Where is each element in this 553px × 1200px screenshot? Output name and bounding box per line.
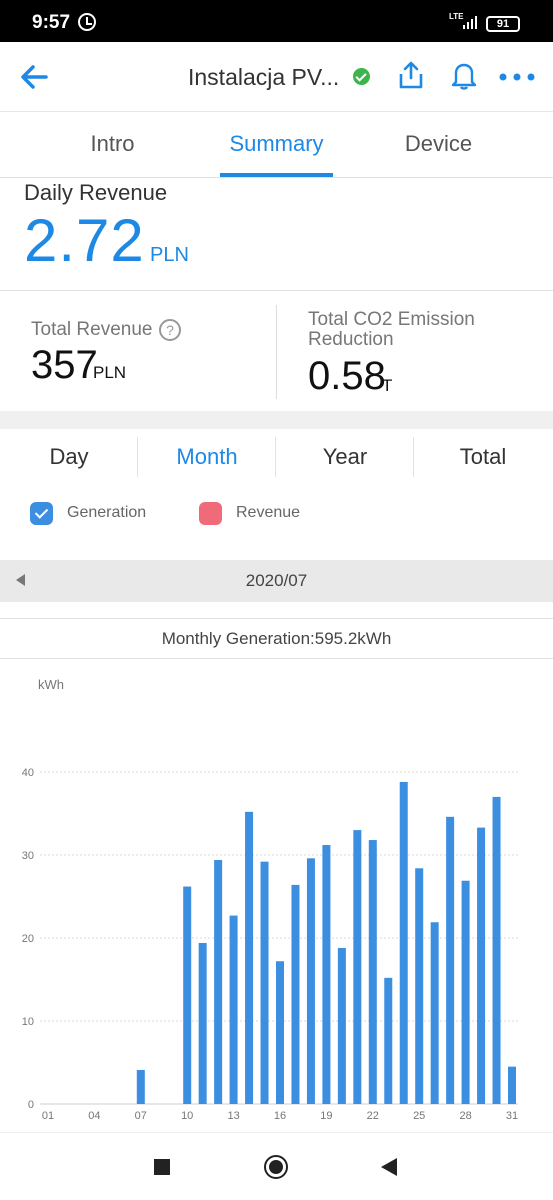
share-icon[interactable]: [397, 60, 425, 90]
total-revenue-label: Total Revenue: [31, 319, 153, 340]
bar: [492, 796, 501, 1104]
divider: [137, 437, 138, 477]
bar: [291, 884, 300, 1104]
x-tick-label: 25: [413, 1110, 425, 1122]
daily-revenue-unit: PLN: [150, 244, 189, 266]
generation-chart: kWh 0 10 20 30 40 01 04 07 10 13 16 19 22 25 28 31: [22, 677, 518, 1122]
total-revenue-value: 357: [31, 343, 98, 387]
y-tick-label: 0: [28, 1099, 34, 1111]
tab-indicator: [220, 173, 333, 177]
bar: [461, 880, 470, 1104]
bar: [399, 781, 408, 1104]
x-tick-label: 22: [367, 1110, 379, 1122]
tab-bar: Intro Summary Device: [0, 112, 553, 178]
section-gap: [0, 602, 553, 618]
more-icon[interactable]: [498, 72, 536, 82]
bar: [229, 915, 238, 1104]
x-tick-label: 01: [42, 1110, 54, 1122]
bar: [384, 977, 393, 1104]
help-icon[interactable]: ?: [159, 319, 181, 341]
tab-summary[interactable]: Summary: [229, 131, 324, 156]
status-ok-icon: [353, 68, 370, 85]
bar: [306, 858, 315, 1104]
signal-icon: [463, 16, 477, 29]
co2-unit: T: [382, 376, 393, 395]
total-revenue-unit: PLN: [93, 363, 127, 382]
app-bar: Instalacja PV...: [0, 42, 553, 112]
bell-icon[interactable]: [450, 60, 478, 90]
bar: [446, 816, 455, 1104]
period-day[interactable]: Day: [49, 444, 89, 469]
tab-device[interactable]: Device: [404, 131, 473, 156]
page-title: Instalacja PV...: [188, 64, 340, 90]
current-period[interactable]: 2020/07: [245, 571, 308, 590]
bar: [214, 859, 223, 1104]
co2-reduction: Total CO2 Emission Reduction 0.58 T: [308, 309, 528, 399]
y-tick-label: 10: [22, 1016, 34, 1028]
y-axis-label: kWh: [38, 677, 64, 692]
revenue-label[interactable]: Revenue: [236, 504, 301, 521]
network-type: LTE: [449, 12, 464, 21]
monthly-generation-summary: Monthly Generation:595.2kWh: [0, 618, 553, 659]
period-selector: Day Month Year Total: [0, 429, 553, 485]
y-tick-label: 20: [22, 933, 34, 945]
bar: [368, 840, 377, 1104]
daily-revenue-label: Daily Revenue: [24, 180, 168, 205]
generation-checkbox[interactable]: [30, 502, 53, 525]
x-tick-label: 13: [227, 1110, 239, 1122]
x-tick-label: 31: [506, 1110, 518, 1122]
y-tick-label: 30: [22, 850, 34, 862]
x-tick-label: 28: [459, 1110, 471, 1122]
tab-intro[interactable]: Intro: [90, 131, 135, 156]
date-navigator: 2020/07: [0, 560, 553, 602]
previous-arrow-icon[interactable]: [16, 574, 25, 586]
bar: [245, 811, 254, 1104]
co2-label: Total CO2 Emission Reduction: [308, 309, 475, 350]
system-nav-bar: [0, 1132, 553, 1200]
back-arrow-icon[interactable]: [18, 62, 50, 92]
bar: [353, 830, 362, 1104]
section-gap: [0, 411, 553, 429]
daily-revenue: Daily Revenue 2.72 PLN: [24, 180, 189, 274]
battery-icon: 91: [486, 16, 520, 32]
period-month[interactable]: Month: [176, 444, 238, 469]
x-tick-label: 04: [88, 1110, 100, 1122]
period-year[interactable]: Year: [322, 444, 368, 469]
divider: [0, 290, 553, 291]
bar: [322, 845, 331, 1104]
system-back-icon[interactable]: [381, 1158, 397, 1176]
bar: [430, 922, 439, 1104]
daily-revenue-value: 2.72: [24, 207, 145, 274]
divider: [413, 437, 414, 477]
recent-apps-icon[interactable]: [154, 1159, 170, 1175]
divider: [275, 437, 276, 477]
bar: [508, 1066, 516, 1104]
status-bar: 9:57 LTE 91: [0, 0, 553, 42]
home-icon[interactable]: [264, 1155, 288, 1179]
co2-value: 0.58: [308, 354, 386, 398]
bar: [136, 1069, 145, 1104]
x-tick-label: 07: [135, 1110, 147, 1122]
revenue-checkbox[interactable]: [199, 502, 222, 525]
generation-label[interactable]: Generation: [67, 504, 147, 521]
period-total[interactable]: Total: [459, 444, 507, 469]
x-tick-label: 10: [181, 1110, 193, 1122]
y-tick-label: 40: [22, 767, 34, 779]
status-time: 9:57: [32, 12, 71, 33]
chart-legend: Generation Revenue: [0, 494, 553, 534]
bar: [183, 886, 192, 1104]
bar: [337, 947, 346, 1104]
divider: [276, 305, 277, 399]
bar: [198, 942, 207, 1104]
x-tick-label: 19: [320, 1110, 332, 1122]
totals-panel: Total Revenue ? 357 PLN Total CO2 Emissi…: [0, 291, 553, 411]
alarm-icon: [78, 13, 96, 31]
total-revenue: Total Revenue ? 357 PLN: [31, 319, 181, 387]
bar: [260, 861, 269, 1104]
bar: [415, 868, 424, 1104]
x-tick-label: 16: [274, 1110, 286, 1122]
bar: [477, 827, 486, 1104]
bar: [276, 961, 284, 1104]
